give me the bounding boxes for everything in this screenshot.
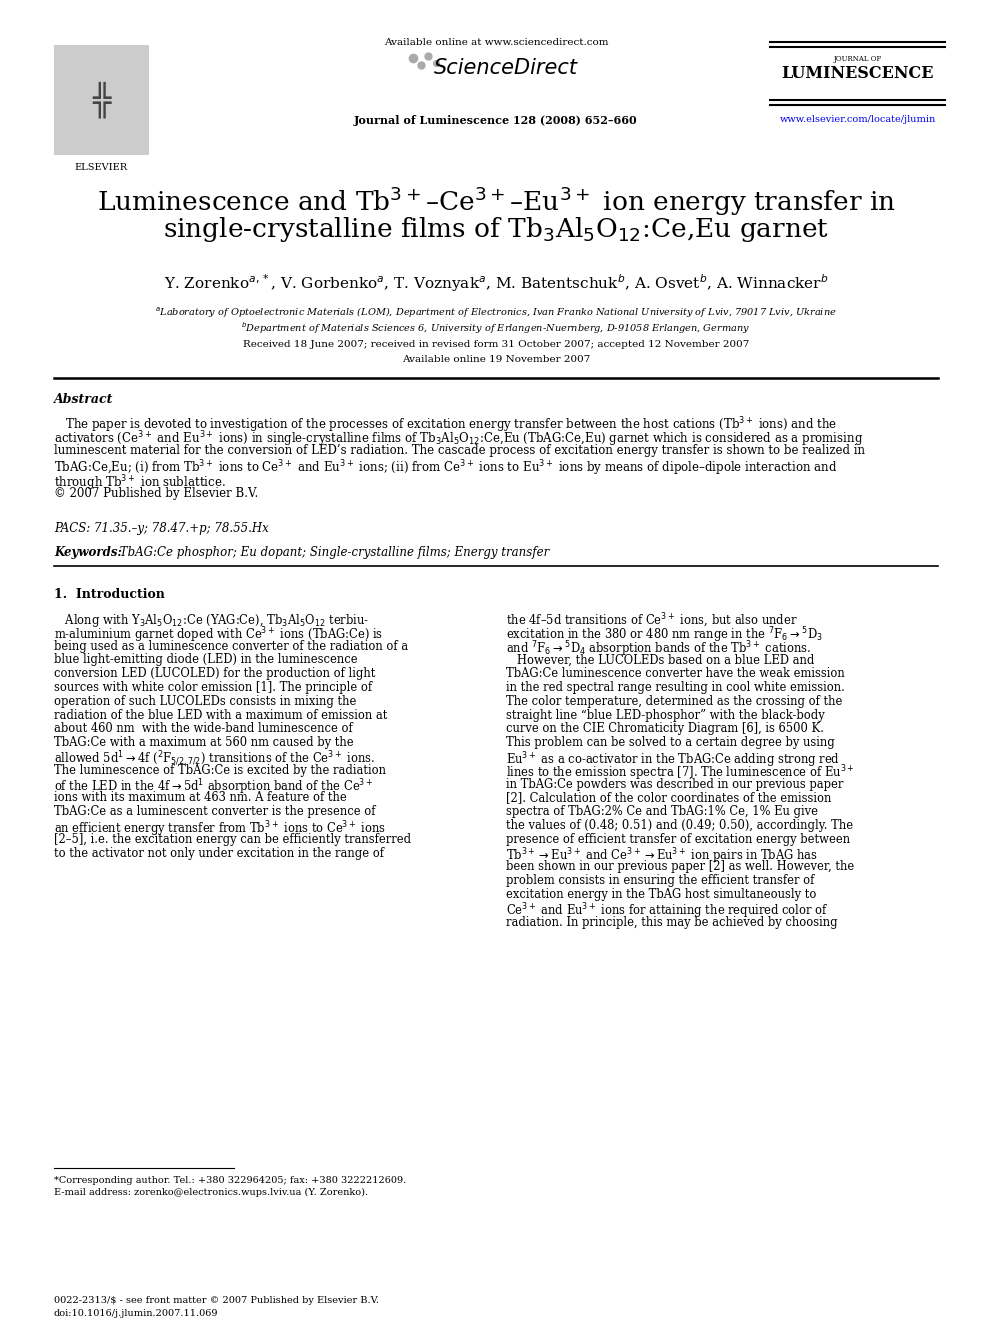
- Text: Received 18 June 2007; received in revised form 31 October 2007; accepted 12 Nov: Received 18 June 2007; received in revis…: [243, 340, 749, 349]
- Text: problem consists in ensuring the efficient transfer of: problem consists in ensuring the efficie…: [506, 875, 814, 888]
- Text: the 4f–5d transitions of Ce$^{3+}$ ions, but also under: the 4f–5d transitions of Ce$^{3+}$ ions,…: [506, 613, 798, 630]
- Text: TbAG:Ce as a luminescent converter is the presence of: TbAG:Ce as a luminescent converter is th…: [54, 806, 376, 818]
- Text: 1.  Introduction: 1. Introduction: [54, 587, 165, 601]
- Text: [2]. Calculation of the color coordinates of the emission: [2]. Calculation of the color coordinate…: [506, 791, 831, 804]
- Text: conversion LED (LUCOLED) for the production of light: conversion LED (LUCOLED) for the product…: [54, 667, 375, 680]
- Text: of the LED in the 4f$\rightarrow$5d$^{1}$ absorption band of the Ce$^{3+}$: of the LED in the 4f$\rightarrow$5d$^{1}…: [54, 778, 373, 798]
- Text: an efficient energy transfer from Tb$^{3+}$ ions to Ce$^{3+}$ ions: an efficient energy transfer from Tb$^{3…: [54, 819, 386, 839]
- Text: Luminescence and Tb$^{3+}$–Ce$^{3+}$–Eu$^{3+}$ ion energy transfer in: Luminescence and Tb$^{3+}$–Ce$^{3+}$–Eu$…: [96, 185, 896, 218]
- Text: straight line “blue LED-phosphor” with the black-body: straight line “blue LED-phosphor” with t…: [506, 709, 824, 721]
- Text: being used as a luminescence converter of the radiation of a: being used as a luminescence converter o…: [54, 639, 408, 652]
- Text: excitation in the 380 or 480 nm range in the $^{7}$F$_{6}$$\rightarrow$$^{5}$D$_: excitation in the 380 or 480 nm range in…: [506, 626, 822, 646]
- Text: radiation. In principle, this may be achieved by choosing: radiation. In principle, this may be ach…: [506, 916, 837, 929]
- Text: sources with white color emission [1]. The principle of: sources with white color emission [1]. T…: [54, 681, 372, 695]
- Text: The color temperature, determined as the crossing of the: The color temperature, determined as the…: [506, 695, 842, 708]
- Text: E-mail address: zorenko@electronics.wups.lviv.ua (Y. Zorenko).: E-mail address: zorenko@electronics.wups…: [54, 1188, 368, 1197]
- Text: ELSEVIER: ELSEVIER: [74, 163, 128, 172]
- Text: [2–5], i.e. the excitation energy can be efficiently transferred: [2–5], i.e. the excitation energy can be…: [54, 832, 411, 845]
- Text: excitation energy in the TbAG host simultaneously to: excitation energy in the TbAG host simul…: [506, 888, 816, 901]
- Text: Keywords:: Keywords:: [54, 546, 122, 560]
- Text: © 2007 Published by Elsevier B.V.: © 2007 Published by Elsevier B.V.: [54, 487, 258, 500]
- Text: the values of (0.48; 0.51) and (0.49; 0.50), accordingly. The: the values of (0.48; 0.51) and (0.49; 0.…: [506, 819, 853, 832]
- Text: to the activator not only under excitation in the range of: to the activator not only under excitati…: [54, 847, 384, 860]
- Text: Available online 19 November 2007: Available online 19 November 2007: [402, 355, 590, 364]
- Text: The paper is devoted to investigation of the processes of excitation energy tran: The paper is devoted to investigation of…: [54, 415, 837, 434]
- Text: Journal of Luminescence 128 (2008) 652–660: Journal of Luminescence 128 (2008) 652–6…: [354, 115, 638, 126]
- Text: Y. Zorenko$^{a,*}$, V. Gorbenko$^{a}$, T. Voznyak$^{a}$, M. Batentschuk$^{b}$, A: Y. Zorenko$^{a,*}$, V. Gorbenko$^{a}$, T…: [164, 273, 828, 294]
- Text: ╬: ╬: [92, 82, 110, 118]
- Text: LUMINESCENCE: LUMINESCENCE: [782, 65, 933, 82]
- Text: doi:10.1016/j.jlumin.2007.11.069: doi:10.1016/j.jlumin.2007.11.069: [54, 1308, 218, 1318]
- Text: TbAG:Ce luminescence converter have the weak emission: TbAG:Ce luminescence converter have the …: [506, 667, 845, 680]
- Text: luminescent material for the conversion of LED’s radiation. The cascade process : luminescent material for the conversion …: [54, 445, 865, 456]
- Text: allowed 5d$^{1}$$\rightarrow$4f ($^{2}$F$_{5/2,7/2}$) transitions of the Ce$^{3+: allowed 5d$^{1}$$\rightarrow$4f ($^{2}$F…: [54, 750, 375, 769]
- Text: been shown in our previous paper [2] as well. However, the: been shown in our previous paper [2] as …: [506, 860, 854, 873]
- Text: radiation of the blue LED with a maximum of emission at: radiation of the blue LED with a maximum…: [54, 709, 387, 721]
- Text: presence of efficient transfer of excitation energy between: presence of efficient transfer of excita…: [506, 832, 850, 845]
- Text: Abstract: Abstract: [54, 393, 113, 406]
- Text: operation of such LUCOLEDs consists in mixing the: operation of such LUCOLEDs consists in m…: [54, 695, 356, 708]
- Text: Tb$^{3+}$$\rightarrow$Eu$^{3+}$ and Ce$^{3+}$$\rightarrow$Eu$^{3+}$ ion pairs in: Tb$^{3+}$$\rightarrow$Eu$^{3+}$ and Ce$^…: [506, 847, 818, 867]
- Text: www.elsevier.com/locate/jlumin: www.elsevier.com/locate/jlumin: [780, 115, 935, 124]
- Text: blue light-emitting diode (LED) in the luminescence: blue light-emitting diode (LED) in the l…: [54, 654, 358, 667]
- Text: The luminescence of TbAG:Ce is excited by the radiation: The luminescence of TbAG:Ce is excited b…: [54, 763, 386, 777]
- Text: $^{b}$Department of Materials Sciences 6, University of Erlangen-Nuernberg, D-91: $^{b}$Department of Materials Sciences 6…: [241, 320, 751, 336]
- Text: PACS: 71.35.–y; 78.47.+p; 78.55.Hx: PACS: 71.35.–y; 78.47.+p; 78.55.Hx: [54, 523, 269, 534]
- Text: activators (Ce$^{3+}$ and Eu$^{3+}$ ions) in single-crystalline films of Tb$_{3}: activators (Ce$^{3+}$ and Eu$^{3+}$ ions…: [54, 430, 863, 448]
- Text: curve on the CIE Chromaticity Diagram [6], is 6500 K.: curve on the CIE Chromaticity Diagram [6…: [506, 722, 824, 736]
- Text: TbAG:Ce phosphor; Eu dopant; Single-crystalline films; Energy transfer: TbAG:Ce phosphor; Eu dopant; Single-crys…: [116, 546, 550, 560]
- Text: through Tb$^{3+}$ ion sublattice.: through Tb$^{3+}$ ion sublattice.: [54, 474, 225, 492]
- Text: *Corresponding author. Tel.: +380 322964205; fax: +380 3222212609.: *Corresponding author. Tel.: +380 322964…: [54, 1176, 407, 1185]
- Text: about 460 nm  with the wide-band luminescence of: about 460 nm with the wide-band luminesc…: [54, 722, 353, 736]
- Text: single-crystalline films of Tb$_{3}$Al$_{5}$O$_{12}$:Ce,Eu garnet: single-crystalline films of Tb$_{3}$Al$_…: [163, 216, 829, 243]
- Text: lines to the emission spectra [7]. The luminescence of Eu$^{3+}$: lines to the emission spectra [7]. The l…: [506, 763, 854, 783]
- Text: TbAG:Ce,Eu; (i) from Tb$^{3+}$ ions to Ce$^{3+}$ and Eu$^{3+}$ ions; (ii) from C: TbAG:Ce,Eu; (i) from Tb$^{3+}$ ions to C…: [54, 459, 837, 478]
- Text: TbAG:Ce with a maximum at 560 nm caused by the: TbAG:Ce with a maximum at 560 nm caused …: [54, 736, 353, 749]
- Text: Ce$^{3+}$ and Eu$^{3+}$ ions for attaining the required color of: Ce$^{3+}$ and Eu$^{3+}$ ions for attaini…: [506, 902, 828, 921]
- Text: $^{a}$Laboratory of Optoelectronic Materials (LOM), Department of Electronics, I: $^{a}$Laboratory of Optoelectronic Mater…: [155, 306, 837, 320]
- Text: However, the LUCOLEDs based on a blue LED and: However, the LUCOLEDs based on a blue LE…: [506, 654, 814, 667]
- Text: ScienceDirect: ScienceDirect: [434, 58, 578, 78]
- Text: This problem can be solved to a certain degree by using: This problem can be solved to a certain …: [506, 736, 834, 749]
- Text: in TbAG:Ce powders was described in our previous paper: in TbAG:Ce powders was described in our …: [506, 778, 843, 791]
- Text: Available online at www.sciencedirect.com: Available online at www.sciencedirect.co…: [384, 38, 608, 48]
- Text: and $^{7}$F$_{6}$$\rightarrow$$^{5}$D$_{4}$ absorption bands of the Tb$^{3+}$ ca: and $^{7}$F$_{6}$$\rightarrow$$^{5}$D$_{…: [506, 639, 811, 659]
- Bar: [54, 45, 149, 155]
- Text: ions with its maximum at 463 nm. A feature of the: ions with its maximum at 463 nm. A featu…: [54, 791, 347, 804]
- Text: 0022-2313/$ - see front matter © 2007 Published by Elsevier B.V.: 0022-2313/$ - see front matter © 2007 Pu…: [54, 1297, 379, 1304]
- Text: Eu$^{3+}$ as a co-activator in the TbAG:Ce adding strong red: Eu$^{3+}$ as a co-activator in the TbAG:…: [506, 750, 840, 770]
- Text: Along with Y$_{3}$Al$_{5}$O$_{12}$:Ce (YAG:Ce), Tb$_{3}$Al$_{5}$O$_{12}$ terbiu-: Along with Y$_{3}$Al$_{5}$O$_{12}$:Ce (Y…: [54, 613, 369, 628]
- Text: spectra of TbAG:2% Ce and TbAG:1% Ce, 1% Eu give: spectra of TbAG:2% Ce and TbAG:1% Ce, 1%…: [506, 806, 818, 818]
- Text: in the red spectral range resulting in cool white emission.: in the red spectral range resulting in c…: [506, 681, 845, 695]
- Text: JOURNAL OF: JOURNAL OF: [833, 56, 882, 64]
- Text: m-aluminium garnet doped with Ce$^{3+}$ ions (TbAG:Ce) is: m-aluminium garnet doped with Ce$^{3+}$ …: [54, 626, 383, 646]
